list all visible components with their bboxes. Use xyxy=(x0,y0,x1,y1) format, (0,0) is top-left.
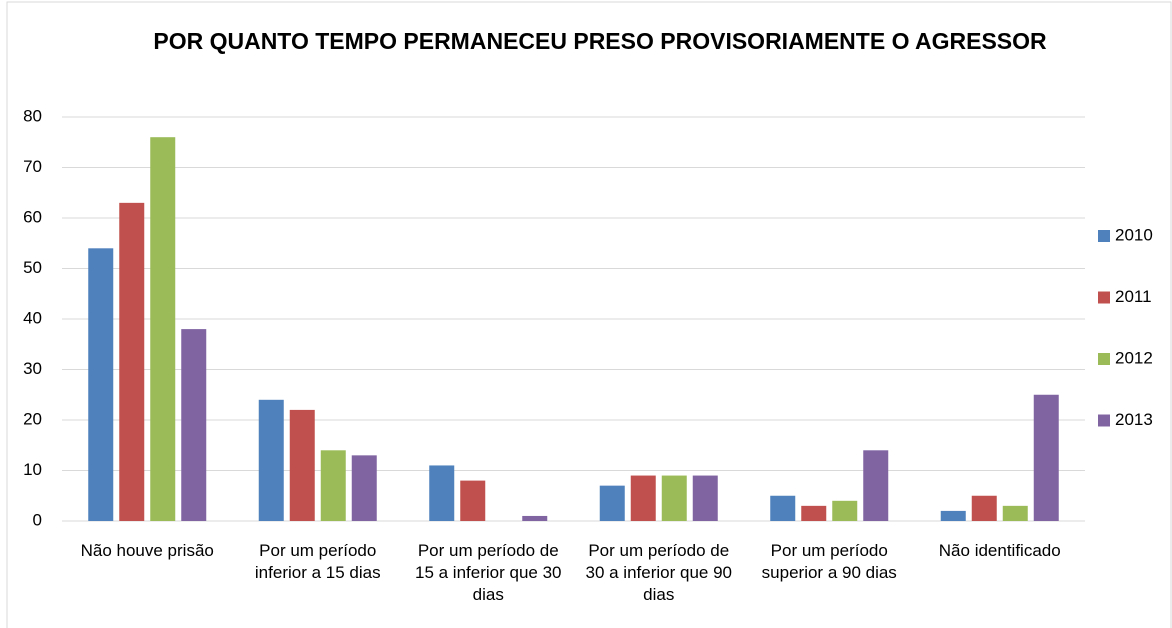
bar xyxy=(88,248,114,522)
y-tick-label: 20 xyxy=(23,409,42,428)
bar xyxy=(770,495,796,521)
bar xyxy=(1002,505,1028,521)
y-tick-label: 80 xyxy=(23,106,42,125)
x-tick-label: Não houve prisão xyxy=(80,541,214,560)
x-tick-label: Não identificado xyxy=(938,541,1061,560)
legend-swatch xyxy=(1098,353,1110,365)
y-tick-label: 40 xyxy=(23,308,42,327)
bar xyxy=(150,137,176,521)
legend-label: 2012 xyxy=(1115,348,1153,367)
bar xyxy=(940,510,966,521)
y-tick-label: 60 xyxy=(23,207,42,226)
bar xyxy=(599,485,625,521)
legend-label: 2013 xyxy=(1115,410,1153,429)
x-tick-label: Por um período de 15 a inferior que 30 d… xyxy=(415,541,562,604)
chart-title: POR QUANTO TEMPO PERMANECEU PRESO PROVIS… xyxy=(153,28,1047,54)
bar xyxy=(1033,394,1059,521)
bar xyxy=(971,495,997,521)
bar xyxy=(460,480,486,521)
x-tick-label: Por um período superior a 90 dias xyxy=(761,541,897,582)
y-tick-label: 50 xyxy=(23,258,42,277)
bar xyxy=(801,505,827,521)
bar xyxy=(692,475,718,521)
y-tick-label: 30 xyxy=(23,359,42,378)
bar xyxy=(320,450,346,521)
y-tick-label: 0 xyxy=(33,510,42,529)
bar xyxy=(289,409,315,521)
bar xyxy=(429,465,455,521)
legend-swatch xyxy=(1098,414,1110,427)
x-tick-label: Por um período inferior a 15 dias xyxy=(254,541,381,582)
bar xyxy=(351,455,377,521)
legend-label: 2010 xyxy=(1115,225,1153,244)
y-tick-label: 10 xyxy=(23,460,42,479)
legend-swatch xyxy=(1098,291,1110,304)
bar xyxy=(181,329,207,521)
legend-swatch xyxy=(1098,230,1110,242)
legend-label: 2011 xyxy=(1115,287,1152,306)
bar xyxy=(522,515,548,521)
bar xyxy=(119,202,145,521)
x-tick-label: Por um período de 30 a inferior que 90 d… xyxy=(585,541,733,604)
bar xyxy=(630,475,656,521)
bar xyxy=(661,475,687,521)
bar xyxy=(863,450,889,521)
y-tick-label: 70 xyxy=(23,157,42,176)
chart-border xyxy=(6,1,1172,628)
bar xyxy=(832,500,858,521)
bar xyxy=(258,399,284,521)
